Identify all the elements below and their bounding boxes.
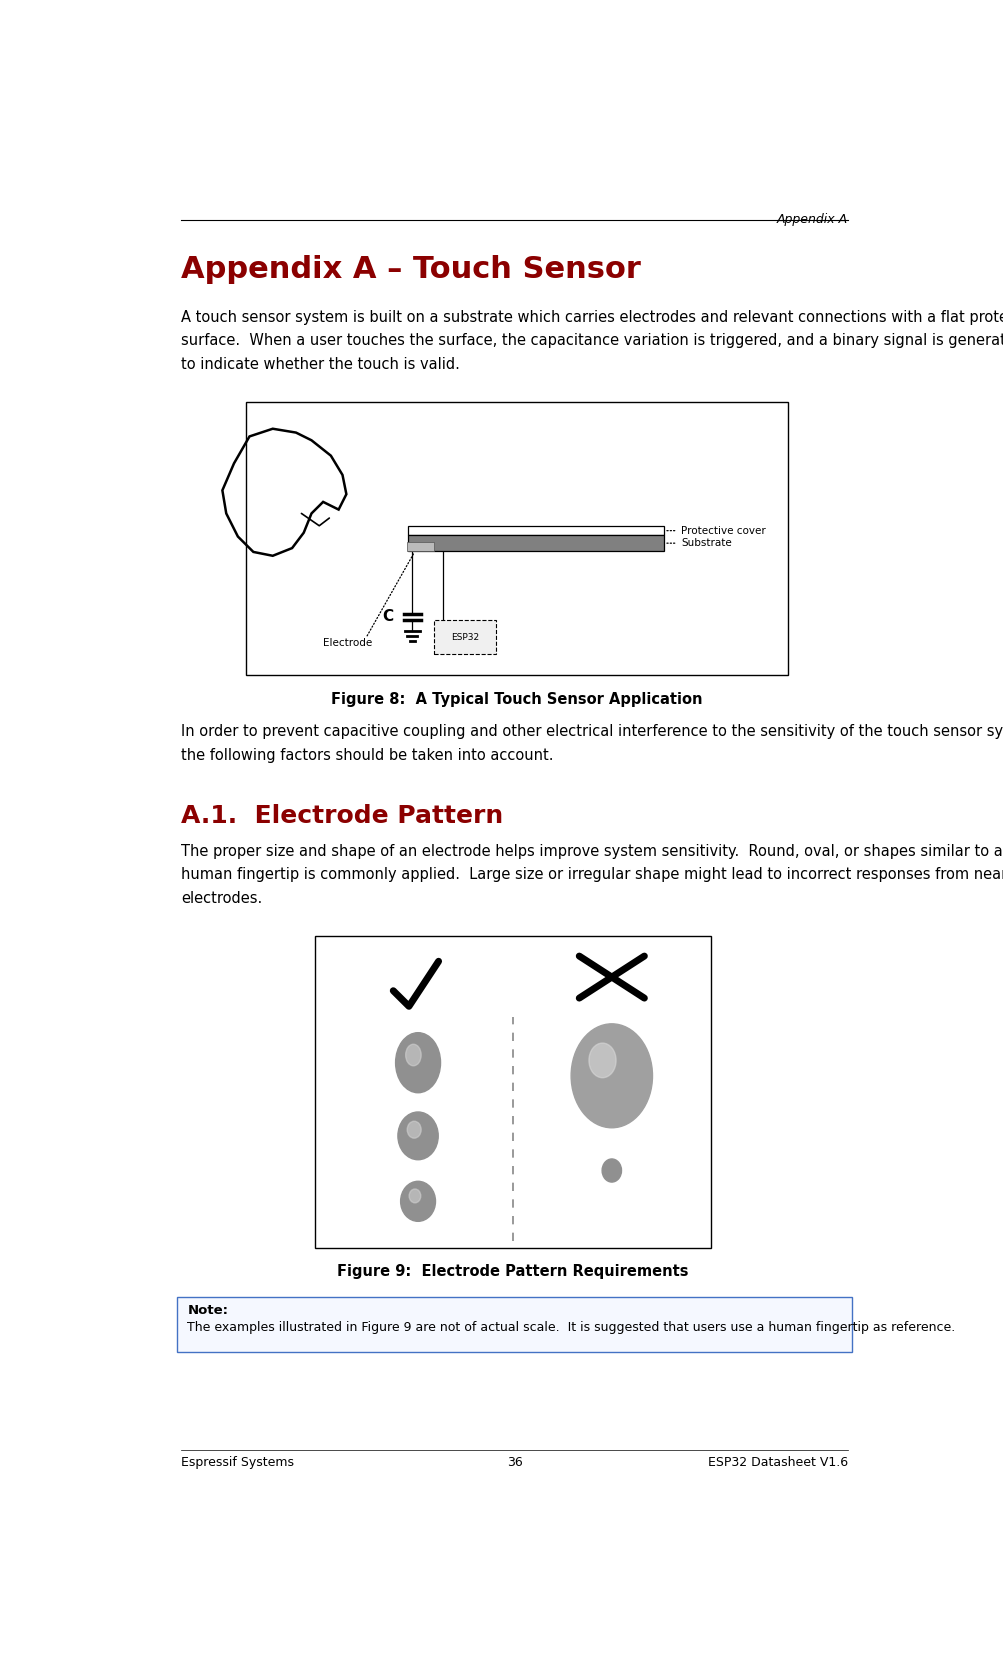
Ellipse shape: [407, 1121, 420, 1138]
Ellipse shape: [571, 1024, 652, 1128]
Ellipse shape: [602, 1160, 621, 1183]
Text: Espressif Systems: Espressif Systems: [182, 1455, 294, 1468]
Bar: [408, 526, 663, 536]
Text: surface.  When a user touches the surface, the capacitance variation is triggere: surface. When a user touches the surface…: [182, 333, 1003, 348]
Text: A.1.  Electrode Pattern: A.1. Electrode Pattern: [182, 803, 504, 828]
Ellipse shape: [405, 1044, 420, 1065]
Text: Figure 9:  Electrode Pattern Requirements: Figure 9: Electrode Pattern Requirements: [337, 1264, 688, 1279]
Ellipse shape: [409, 1190, 420, 1203]
Text: Substrate: Substrate: [680, 538, 731, 547]
Text: Electrode: Electrode: [323, 637, 372, 649]
Bar: [246, 401, 787, 675]
Bar: [178, 1297, 851, 1352]
Text: Note:: Note:: [188, 1304, 229, 1317]
Bar: [408, 536, 663, 551]
Text: Protective cover: Protective cover: [680, 526, 765, 536]
Text: Appendix A – Touch Sensor: Appendix A – Touch Sensor: [182, 254, 641, 284]
Text: C: C: [381, 609, 392, 624]
Text: electrodes.: electrodes.: [182, 891, 263, 906]
Text: The examples illustrated in Figure 9 are not of actual scale.  It is suggested t: The examples illustrated in Figure 9 are…: [188, 1322, 955, 1334]
Text: ESP32 Datasheet V1.6: ESP32 Datasheet V1.6: [707, 1455, 847, 1468]
Text: Appendix A: Appendix A: [776, 212, 847, 226]
Bar: [433, 620, 495, 654]
Ellipse shape: [395, 1032, 440, 1093]
Ellipse shape: [397, 1112, 437, 1160]
Text: Figure 8:  A Typical Touch Sensor Application: Figure 8: A Typical Touch Sensor Applica…: [331, 692, 702, 707]
Text: The proper size and shape of an electrode helps improve system sensitivity.  Rou: The proper size and shape of an electrod…: [182, 844, 1002, 859]
Text: the following factors should be taken into account.: the following factors should be taken in…: [182, 748, 554, 763]
Text: 36: 36: [507, 1455, 522, 1468]
Text: In order to prevent capacitive coupling and other electrical interference to the: In order to prevent capacitive coupling …: [182, 725, 1003, 740]
Bar: [406, 542, 433, 551]
Ellipse shape: [589, 1044, 616, 1078]
Ellipse shape: [400, 1181, 435, 1221]
Text: to indicate whether the touch is valid.: to indicate whether the touch is valid.: [182, 357, 459, 372]
Bar: [315, 936, 710, 1248]
Text: human fingertip is commonly applied.  Large size or irregular shape might lead t: human fingertip is commonly applied. Lar…: [182, 868, 1003, 883]
Text: A touch sensor system is built on a substrate which carries electrodes and relev: A touch sensor system is built on a subs…: [182, 310, 1003, 325]
Text: ESP32: ESP32: [450, 632, 478, 642]
